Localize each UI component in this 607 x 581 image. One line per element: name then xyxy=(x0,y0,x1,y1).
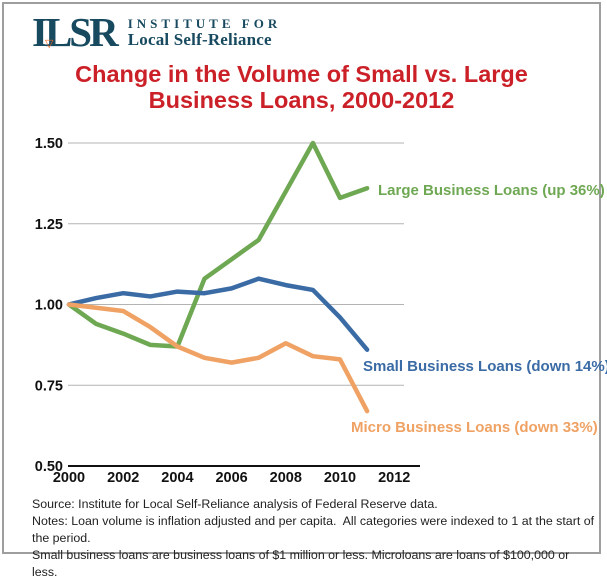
y-tick-label: 1.50 xyxy=(35,136,63,152)
ilsr-logo-mark: ILSR ▽ xyxy=(32,9,119,55)
series-label-large-business-loans: Large Business Loans (up 36%) xyxy=(378,182,605,199)
x-tick-label: 2012 xyxy=(378,470,410,486)
x-tick-label: 2006 xyxy=(215,470,247,486)
y-tick-label: 1.25 xyxy=(35,217,63,233)
org-name-line2: Local Self-Reliance xyxy=(127,30,272,49)
x-tick-label: 2004 xyxy=(161,470,193,486)
x-tick-label: 2010 xyxy=(324,470,356,486)
y-tick-label: 1.00 xyxy=(35,298,63,314)
ilsr-logo: ILSR ▽ INSTITUTE FOR Local Self-Reliance xyxy=(32,12,281,56)
definitions-note: Small business loans are business loans … xyxy=(32,548,573,579)
x-tick-label: 2008 xyxy=(270,470,302,486)
series-label-micro-business-loans: Micro Business Loans (down 33%) xyxy=(351,419,598,436)
series-line-small-business-loans xyxy=(66,276,370,352)
footer-notes: Source: Institute for Local Self-Relianc… xyxy=(32,496,597,581)
series-line-micro-business-loans xyxy=(66,302,370,414)
ilsr-triangle-icon: ▽ xyxy=(45,37,54,50)
chart-title: Change in the Volume of Small vs. Large … xyxy=(4,61,599,113)
x-tick-label: 2000 xyxy=(53,470,85,486)
ilsr-acronym: ILSR xyxy=(32,9,119,55)
org-name-line1: INSTITUTE FOR xyxy=(127,16,282,31)
y-tick-label: 0.50 xyxy=(35,459,63,475)
ilsr-logo-text: INSTITUTE FOR Local Self-Reliance xyxy=(128,17,282,49)
series-label-small-business-loans: Small Business Loans (down 14%) xyxy=(363,358,607,375)
series-line-large-business-loans xyxy=(66,140,370,349)
methodology-note: Notes: Loan volume is inflation adjusted… xyxy=(32,514,598,545)
chart-title-line2: Business Loans, 2000-2012 xyxy=(148,87,455,113)
chart-title-line1: Change in the Volume of Small vs. Large xyxy=(75,61,528,87)
source-note: Source: Institute for Local Self-Relianc… xyxy=(32,497,438,511)
loan-volume-chart: 1.50 1.25 1.00 0.75 0.50 2000 2002 2004 2006 2008… xyxy=(4,124,607,499)
y-tick-label: 0.75 xyxy=(35,378,63,394)
x-tick-label: 2002 xyxy=(107,470,139,486)
